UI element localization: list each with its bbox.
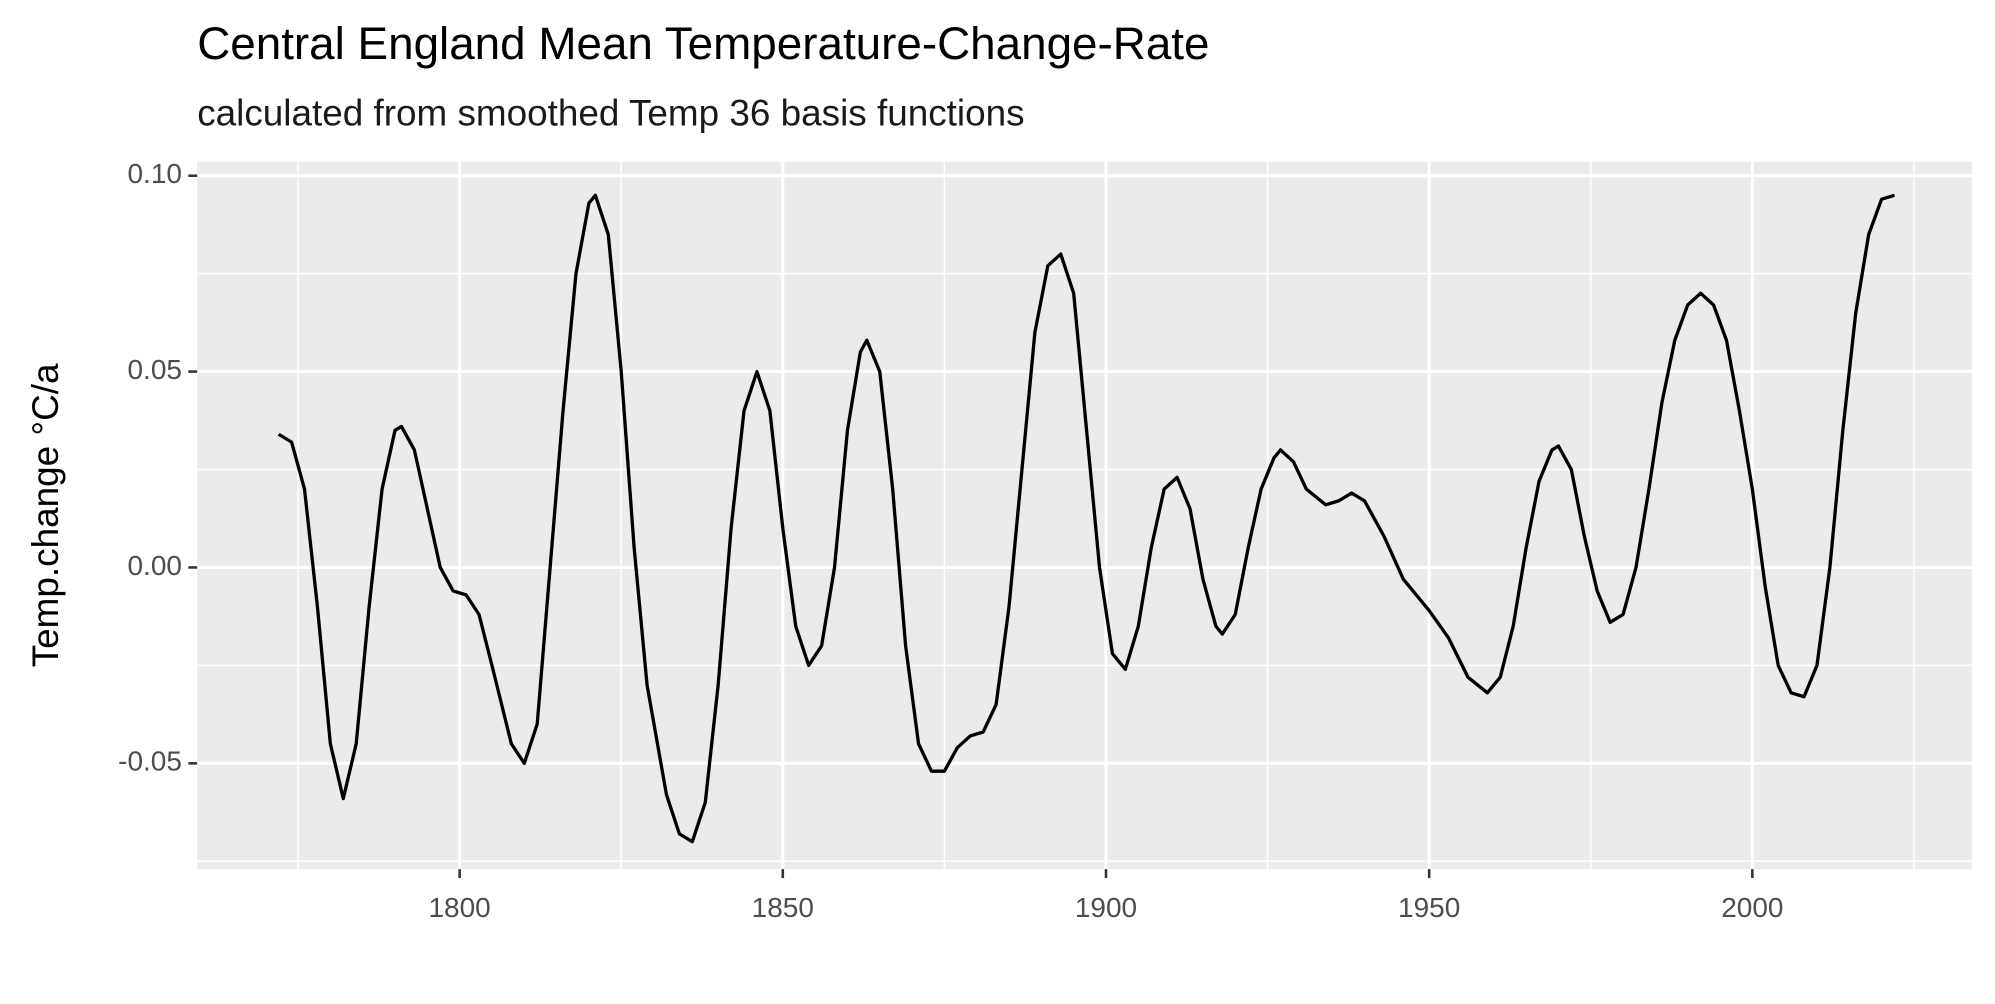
- chart-subtitle: calculated from smoothed Temp 36 basis f…: [197, 93, 1024, 134]
- plot-panel: [197, 161, 1973, 870]
- x-tick-label: 1950: [1398, 892, 1460, 923]
- y-tick-label: -0.05: [118, 746, 182, 777]
- x-tick-label: 1800: [428, 892, 490, 923]
- x-tick-label: 1850: [752, 892, 814, 923]
- x-tick-label: 1900: [1075, 892, 1137, 923]
- y-tick-label: 0.05: [127, 354, 181, 385]
- y-tick-label: 0.10: [127, 158, 181, 189]
- y-tick-label: 0.00: [127, 550, 181, 581]
- x-tick-label: 2000: [1721, 892, 1783, 923]
- y-axis-label: Temp.change °C/a: [25, 363, 66, 667]
- chart-title: Central England Mean Temperature-Change-…: [197, 18, 1209, 69]
- data-line: [277, 193, 1896, 844]
